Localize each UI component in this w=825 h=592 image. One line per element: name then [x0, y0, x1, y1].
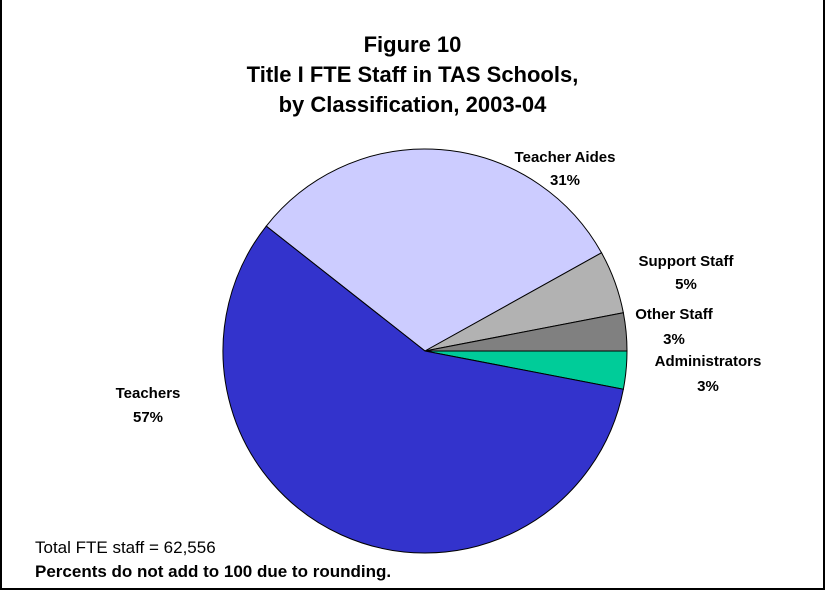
slice-percent-teachers: 57%: [133, 409, 163, 426]
pie-slices: [222, 148, 628, 554]
slice-label-teachers: Teachers: [116, 385, 181, 402]
slice-label-administrators: Administrators: [655, 353, 762, 370]
slice-label-support-staff: Support Staff: [639, 253, 735, 270]
pie-labels: Teacher Aides 31% Support Staff 5% Other Sta…: [116, 149, 762, 426]
rounding-note: Percents do not add to 100 due to roundi…: [35, 562, 392, 581]
chart-title-line-3: by Classification, 2003-04: [278, 92, 547, 117]
chart-title-line-1: Figure 10: [363, 32, 462, 57]
slice-label-other-staff: Other Staff: [635, 306, 714, 323]
pie-slice-teachers: [222, 225, 624, 554]
slice-percent-other-staff: 3%: [663, 331, 685, 348]
slice-percent-administrators: 3%: [697, 378, 719, 395]
pie-slice-teacher-aides: [265, 148, 603, 352]
total-staff-note: Total FTE staff = 62,556: [35, 538, 216, 557]
chart-title-line-2: Title I FTE Staff in TAS Schools,: [246, 62, 579, 87]
slice-percent-support-staff: 5%: [675, 276, 697, 293]
slice-percent-teacher-aides: 31%: [550, 172, 580, 189]
slice-label-teacher-aides: Teacher Aides: [515, 149, 616, 166]
chart-title: Figure 10 Title I FTE Staff in TAS Schoo…: [0, 30, 825, 120]
